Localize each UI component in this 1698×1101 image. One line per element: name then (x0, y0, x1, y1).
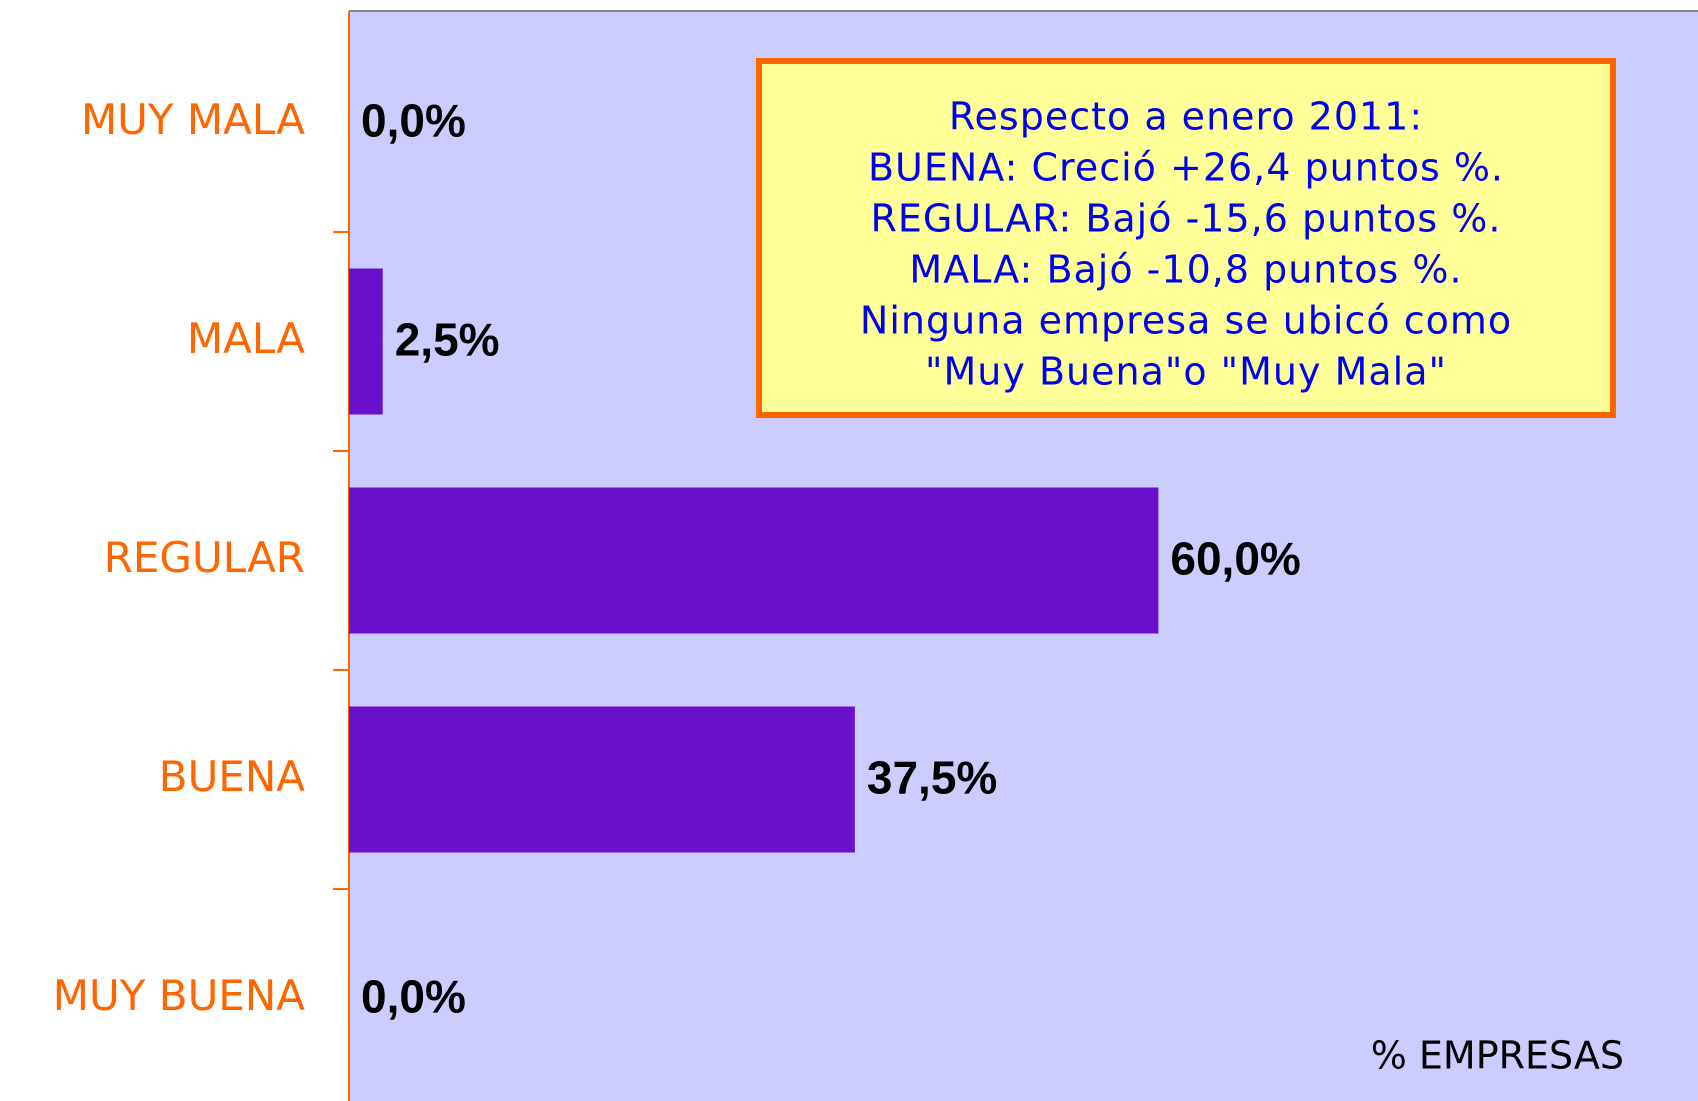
x-axis-label: % EMPRESAS (1371, 1034, 1624, 1078)
annotation-line: MALA: Bajó -10,8 puntos %. (909, 248, 1462, 292)
category-label: MUY MALA (81, 95, 305, 144)
annotation-line: REGULAR: Bajó -15,6 puntos %. (871, 197, 1502, 241)
bar (349, 706, 855, 853)
category-label: REGULAR (104, 533, 305, 582)
value-label: 37,5% (867, 752, 997, 804)
annotation-line: Respecto a enero 2011: (949, 95, 1423, 139)
category-label: MALA (187, 314, 305, 363)
value-label: 0,0% (361, 95, 466, 147)
annotation-line: BUENA: Creció +26,4 puntos %. (868, 146, 1504, 190)
annotation-line: Ninguna empresa se ubicó como (860, 299, 1512, 343)
value-label: 2,5% (395, 314, 500, 366)
bar (349, 268, 383, 415)
category-label: BUENA (159, 752, 306, 801)
annotation-box (756, 58, 1616, 418)
value-label: 60,0% (1170, 533, 1300, 585)
annotation-line: "Muy Buena"o "Muy Mala" (925, 350, 1447, 394)
bar (349, 487, 1159, 634)
category-label: MUY BUENA (53, 971, 305, 1020)
value-label: 0,0% (361, 971, 466, 1023)
